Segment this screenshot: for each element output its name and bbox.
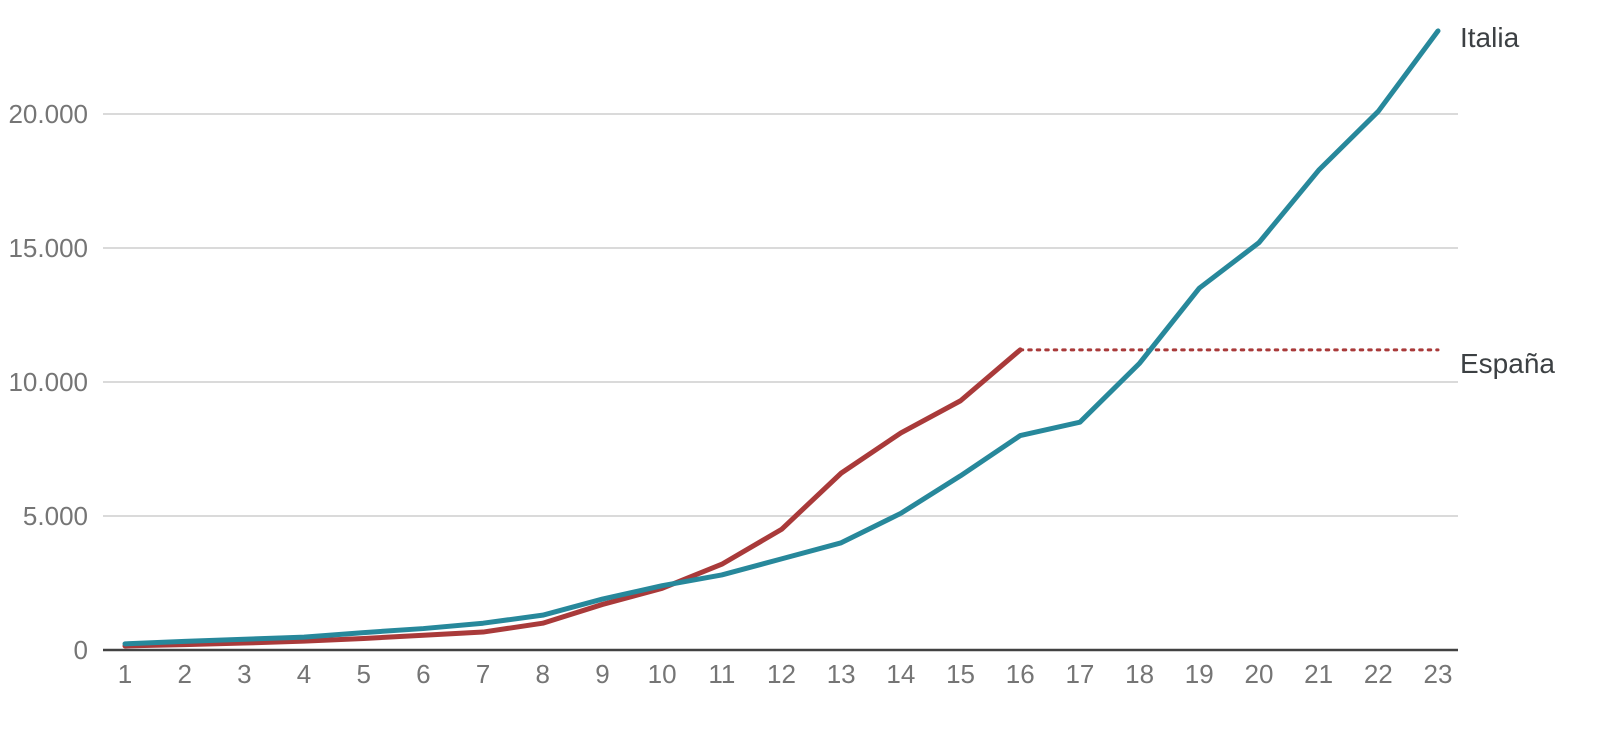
- x-tick-label: 4: [297, 659, 311, 689]
- x-tick-label: 15: [946, 659, 975, 689]
- x-tick-label: 1: [118, 659, 132, 689]
- series-label-italia: Italia: [1460, 22, 1520, 53]
- x-tick-label: 5: [356, 659, 370, 689]
- y-tick-label: 5.000: [23, 501, 88, 531]
- x-tick-label: 20: [1244, 659, 1273, 689]
- x-tick-label: 10: [648, 659, 677, 689]
- y-tick-label: 0: [74, 635, 88, 665]
- x-tick-label: 18: [1125, 659, 1154, 689]
- series-label-espana: España: [1460, 348, 1555, 379]
- y-tick-label: 20.000: [8, 99, 88, 129]
- x-tick-label: 14: [886, 659, 915, 689]
- x-tick-label: 11: [708, 659, 735, 689]
- x-tick-label: 22: [1364, 659, 1393, 689]
- y-tick-label: 15.000: [8, 233, 88, 263]
- x-tick-label: 6: [416, 659, 430, 689]
- x-tick-label: 23: [1424, 659, 1453, 689]
- x-tick-label: 16: [1006, 659, 1035, 689]
- x-tick-label: 13: [827, 659, 856, 689]
- x-tick-label: 3: [237, 659, 251, 689]
- x-tick-label: 19: [1185, 659, 1214, 689]
- x-tick-label: 8: [536, 659, 550, 689]
- x-tick-label: 17: [1065, 659, 1094, 689]
- y-tick-label: 10.000: [8, 367, 88, 397]
- x-tick-label: 9: [595, 659, 609, 689]
- x-tick-label: 21: [1304, 659, 1333, 689]
- x-tick-label: 12: [767, 659, 796, 689]
- series-line-españa: [122, 347, 1023, 649]
- x-tick-label: 2: [177, 659, 191, 689]
- x-tick-label: 7: [476, 659, 490, 689]
- series-line-italia: [122, 28, 1441, 647]
